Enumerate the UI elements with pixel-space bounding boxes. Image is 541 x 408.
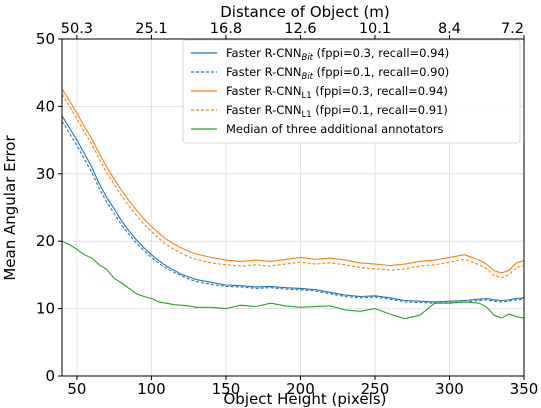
legend-label: Faster R-CNNBit (fppi=0.1, recall=0.90)	[226, 65, 449, 82]
x-axis-title: Object Height (pixels)	[224, 390, 387, 408]
series-line-2	[61, 88, 525, 274]
x-tick-label: 100	[137, 380, 166, 398]
top-tick-label: 7.2	[501, 21, 524, 37]
top-tick-label: 25.1	[135, 21, 167, 37]
y-tick-label: 10	[36, 300, 55, 318]
x-tick-label: 200	[286, 380, 315, 398]
x-tick-label: 300	[435, 380, 464, 398]
top-tick-label: 10.1	[359, 21, 391, 37]
y-tick-label: 30	[36, 165, 55, 183]
top-tick-label: 50.3	[61, 21, 93, 37]
series-line-4	[61, 240, 525, 320]
plot-frame	[61, 38, 525, 377]
x-tick-label: 50	[67, 380, 86, 398]
legend-label: Faster R-CNNL1 (fppi=0.1, recall=0.91)	[226, 103, 448, 120]
legend-box	[182, 39, 521, 144]
top-axis-ticks: 50.3 25.1 16.8 12.6 10.1 8.4 7.2	[61, 21, 525, 39]
y-axis-title: Mean Angular Error	[1, 135, 19, 281]
legend: Faster R-CNNBit (fppi=0.3, recall=0.94) F…	[182, 39, 521, 144]
y-tick-label: 40	[36, 97, 55, 115]
series-line-1	[61, 120, 525, 304]
top-axis-title: Distance of Object (m)	[220, 3, 390, 21]
y-tick-label: 50	[36, 30, 55, 48]
series-line-0	[61, 115, 525, 303]
top-tick-label: 12.6	[284, 21, 316, 37]
legend-label: Median of three additional annotators	[226, 122, 444, 136]
series-line-3	[61, 94, 525, 279]
y-tick-label: 0	[45, 367, 55, 385]
top-tick-label: 8.4	[438, 21, 461, 37]
x-tick-label: 150	[212, 380, 241, 398]
legend-label: Faster R-CNNL1 (fppi=0.3, recall=0.94)	[226, 84, 448, 101]
series-layer	[61, 88, 525, 320]
top-tick-label: 16.8	[210, 21, 242, 37]
legend-label: Faster R-CNNBit (fppi=0.3, recall=0.94)	[226, 46, 449, 63]
y-axis-ticks: 0 10 20 30 40 50	[36, 30, 62, 385]
x-tick-label: 350	[510, 380, 539, 398]
y-tick-label: 20	[36, 232, 55, 250]
x-axis-ticks: 50 100 150 200 250 300 350	[67, 376, 538, 398]
x-tick-label: 250	[361, 380, 390, 398]
